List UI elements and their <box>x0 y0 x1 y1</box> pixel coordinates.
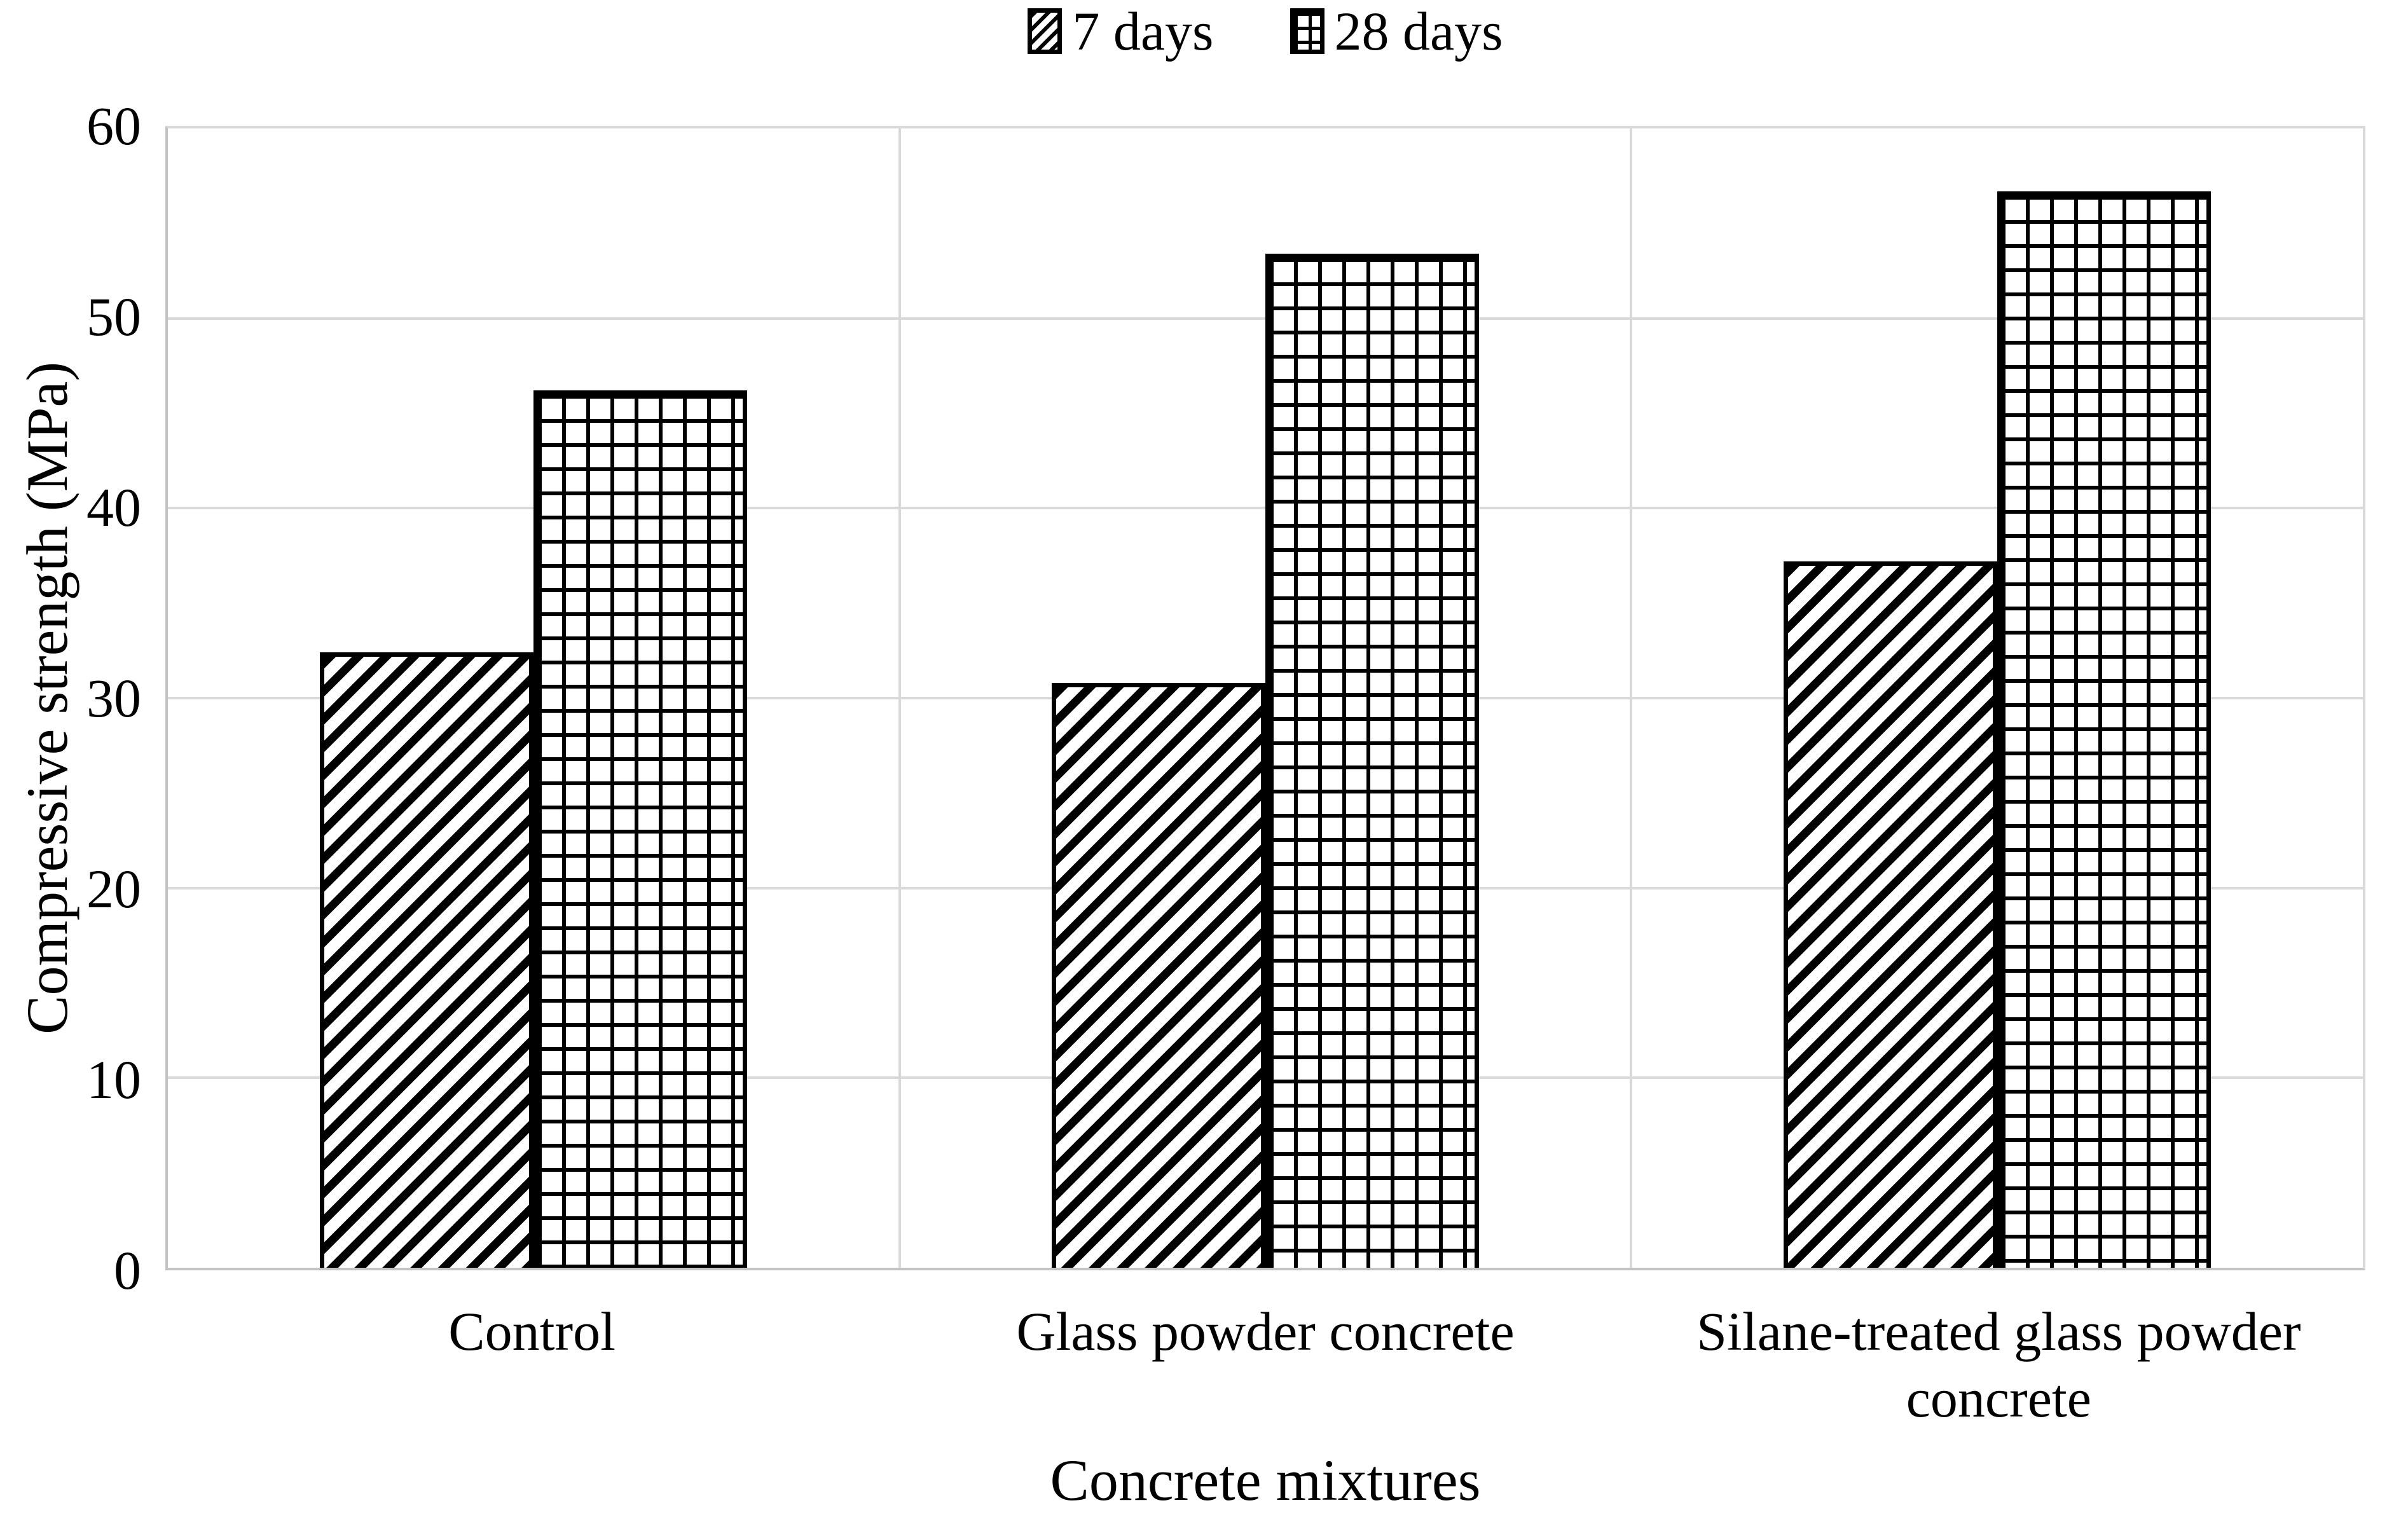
bar-28-days-control <box>533 390 748 1268</box>
legend-item-28-days: 28 days <box>1290 4 1503 58</box>
bar-7-days-silane-treated-glass-powder-concrete <box>1783 561 1997 1268</box>
x-category-label-silane-treated-glass-powder-concrete: Silane-treated glass powder concrete <box>1696 1301 2301 1429</box>
legend-label: 7 days <box>1072 1 1214 62</box>
x-axis-category-labels: Control Glass powder concrete Silane-treat… <box>165 1298 2365 1445</box>
y-axis-ticks: 0 10 20 30 40 50 60 <box>0 99 141 1298</box>
bar-28-days-silane-treated-glass-powder-concrete <box>1997 191 2211 1268</box>
y-tick-20: 20 <box>86 858 141 919</box>
y-tick-40: 40 <box>86 476 141 538</box>
28-days-pattern-swatch-icon <box>1290 8 1324 54</box>
y-tick-50: 50 <box>86 285 141 347</box>
category-separator-line <box>1630 128 1633 1268</box>
x-axis-title: Concrete mixtures <box>1050 1448 1481 1513</box>
y-tick-30: 30 <box>86 668 141 729</box>
category-separator-line <box>898 128 901 1268</box>
y-tick-0: 0 <box>114 1240 141 1301</box>
y-tick-60: 60 <box>86 95 141 156</box>
plot-area <box>165 126 2365 1270</box>
legend: 7 days 28 days <box>165 4 2365 58</box>
x-category-label-control: Control <box>448 1301 616 1362</box>
y-tick-10: 10 <box>86 1049 141 1110</box>
bar-7-days-glass-powder-concrete <box>1052 683 1265 1268</box>
legend-item-7-days: 7 days <box>1028 1 1214 62</box>
bar-7-days-control <box>320 652 534 1268</box>
bar-28-days-glass-powder-concrete <box>1265 254 1479 1268</box>
7-days-pattern-swatch-icon <box>1028 8 1063 54</box>
legend-label: 28 days <box>1334 1 1503 62</box>
x-category-label-glass-powder-concrete: Glass powder concrete <box>1016 1301 1515 1362</box>
